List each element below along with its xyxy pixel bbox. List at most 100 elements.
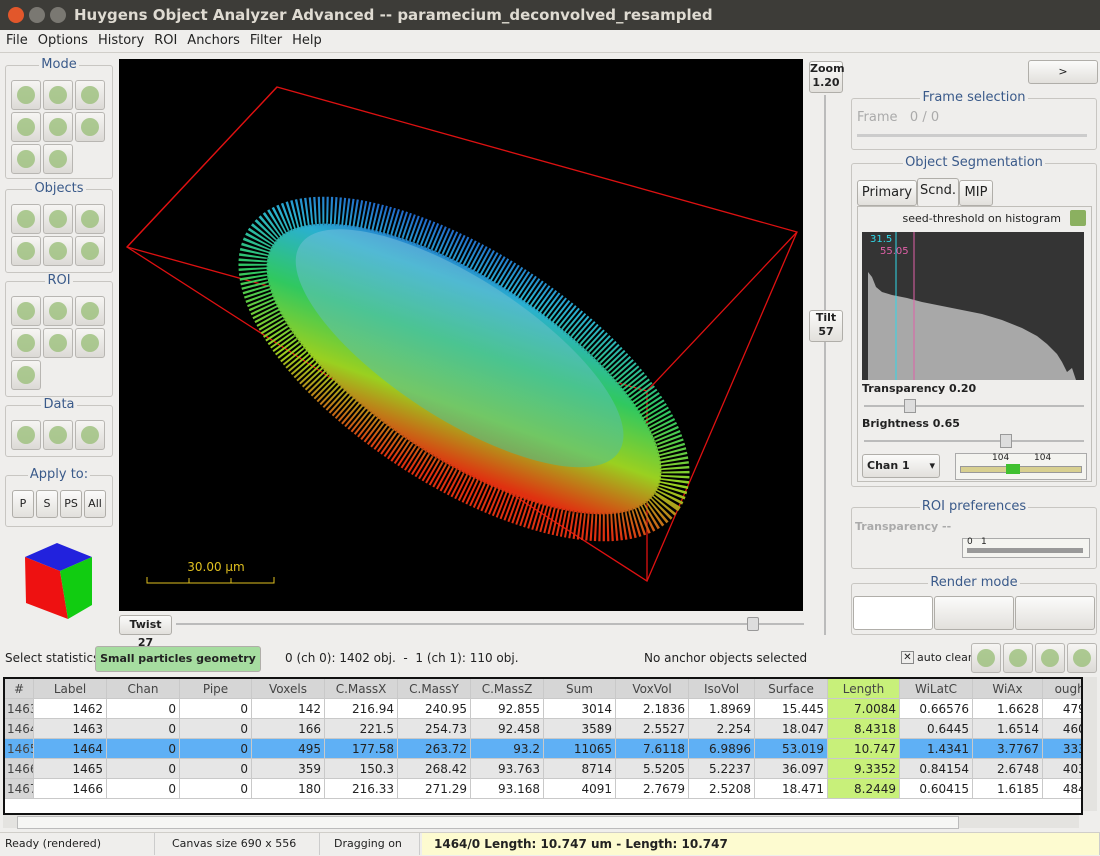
anchor-tool[interactable]	[11, 112, 41, 142]
roi-button[interactable]	[75, 296, 105, 326]
table-cell[interactable]: 216.94	[325, 699, 398, 719]
table-cell[interactable]: 0.6445	[900, 719, 973, 739]
table-cell[interactable]: 92.855	[471, 699, 544, 719]
menu-item[interactable]: Filter	[249, 33, 283, 48]
column-header[interactable]: VoxVol	[616, 679, 689, 699]
column-header[interactable]: IsoVol	[689, 679, 755, 699]
table-cell[interactable]: 3.7767	[973, 739, 1043, 759]
table-cell[interactable]: 93.2	[471, 739, 544, 759]
roi-button[interactable]	[11, 360, 41, 390]
table-cell[interactable]: 1462	[34, 699, 107, 719]
table-cell[interactable]: 166	[252, 719, 325, 739]
column-header[interactable]: Length	[828, 679, 900, 699]
menu-item[interactable]: ROI	[154, 33, 178, 48]
table-cell[interactable]: 48493	[1043, 779, 1081, 799]
table-cell[interactable]: 2.1836	[616, 699, 689, 719]
table-cell[interactable]: 3014	[544, 699, 616, 719]
close-button[interactable]	[8, 7, 24, 23]
column-header[interactable]: Label	[34, 679, 107, 699]
histogram-toggle[interactable]	[1070, 210, 1086, 226]
apply-button[interactable]: S	[36, 490, 58, 518]
table-cell[interactable]: 1.4341	[900, 739, 973, 759]
column-header[interactable]: Voxels	[252, 679, 325, 699]
tab[interactable]: MIP	[959, 180, 993, 206]
table-cell[interactable]: 0	[107, 719, 180, 739]
table-cell[interactable]: 1.6514	[973, 719, 1043, 739]
minimize-button[interactable]	[29, 7, 45, 23]
object-button[interactable]	[75, 236, 105, 266]
brightness-handle[interactable]	[1000, 434, 1012, 448]
table-cell[interactable]: 1.6628	[973, 699, 1043, 719]
select-tool[interactable]	[11, 144, 41, 174]
table-cell[interactable]: 0	[180, 739, 252, 759]
row-header[interactable]: 1466	[5, 759, 34, 779]
table-cell[interactable]: 271.29	[398, 779, 471, 799]
table-cell[interactable]: 0	[107, 699, 180, 719]
save-button[interactable]	[1003, 643, 1033, 673]
data-button[interactable]	[43, 420, 73, 450]
tab[interactable]: Primary	[857, 180, 917, 206]
filter-button[interactable]	[1035, 643, 1065, 673]
table-cell[interactable]: 177.58	[325, 739, 398, 759]
table-cell[interactable]: 7.6118	[616, 739, 689, 759]
table-cell[interactable]: 216.33	[325, 779, 398, 799]
row-header[interactable]: 1465	[5, 739, 34, 759]
table-cell[interactable]: 142	[252, 699, 325, 719]
table-cell[interactable]: 4091	[544, 779, 616, 799]
table-cell[interactable]: 2.5527	[616, 719, 689, 739]
twist-slider[interactable]	[176, 623, 804, 625]
delete-tool[interactable]	[75, 80, 105, 110]
row-header[interactable]: 1464	[5, 719, 34, 739]
apply-button[interactable]: P	[12, 490, 34, 518]
table-cell[interactable]: 221.5	[325, 719, 398, 739]
row-header[interactable]: 1463	[5, 699, 34, 719]
table-cell[interactable]: 46065	[1043, 719, 1081, 739]
vertical-scrollbar[interactable]	[1083, 677, 1097, 811]
table-cell[interactable]: 5.5205	[616, 759, 689, 779]
table-cell[interactable]: 47979	[1043, 699, 1081, 719]
menu-item[interactable]: Help	[292, 33, 322, 48]
clear-button[interactable]	[971, 643, 1001, 673]
table-cell[interactable]: 254.73	[398, 719, 471, 739]
transparency-handle[interactable]	[904, 399, 916, 413]
menu-item[interactable]: Options	[37, 33, 88, 48]
settings-button[interactable]	[1067, 643, 1097, 673]
column-header[interactable]: C.MassX	[325, 679, 398, 699]
auto-clean-checkbox[interactable]: ✕	[901, 651, 914, 664]
table-cell[interactable]: 18.047	[755, 719, 828, 739]
zoom-tool[interactable]	[11, 80, 41, 110]
table-cell[interactable]: 40334	[1043, 759, 1081, 779]
table-cell[interactable]: 92.458	[471, 719, 544, 739]
object-button[interactable]	[75, 204, 105, 234]
table-cell[interactable]: 0	[107, 739, 180, 759]
column-header[interactable]: C.MassY	[398, 679, 471, 699]
table-cell[interactable]: 10.747	[828, 739, 900, 759]
object-button[interactable]	[11, 236, 41, 266]
crop-tool[interactable]	[43, 112, 73, 142]
table-cell[interactable]: 240.95	[398, 699, 471, 719]
table-cell[interactable]: 15.445	[755, 699, 828, 719]
roi-button[interactable]	[43, 328, 73, 358]
twist-handle[interactable]	[747, 617, 759, 631]
frame-slider[interactable]	[857, 134, 1087, 137]
roi-slider[interactable]: 0 1	[962, 537, 1090, 558]
menu-item[interactable]: File	[6, 33, 28, 48]
column-header[interactable]: WiLatC	[900, 679, 973, 699]
table-cell[interactable]: 36.097	[755, 759, 828, 779]
zoom-tilt-slider[interactable]	[824, 95, 826, 635]
table-cell[interactable]: 1465	[34, 759, 107, 779]
object-button[interactable]	[11, 204, 41, 234]
object-button[interactable]	[43, 204, 73, 234]
roi-button[interactable]	[43, 296, 73, 326]
maximize-button[interactable]	[50, 7, 66, 23]
row-header[interactable]: 1467	[5, 779, 34, 799]
roi-button[interactable]	[11, 296, 41, 326]
table-cell[interactable]: 11065	[544, 739, 616, 759]
table-cell[interactable]: 268.42	[398, 759, 471, 779]
render-button[interactable]	[1015, 596, 1095, 630]
table-cell[interactable]: 93.168	[471, 779, 544, 799]
table-cell[interactable]: 93.763	[471, 759, 544, 779]
apply-button[interactable]: All	[84, 490, 106, 518]
horizontal-scrollbar[interactable]	[3, 815, 1079, 829]
table-cell[interactable]: 8.4318	[828, 719, 900, 739]
